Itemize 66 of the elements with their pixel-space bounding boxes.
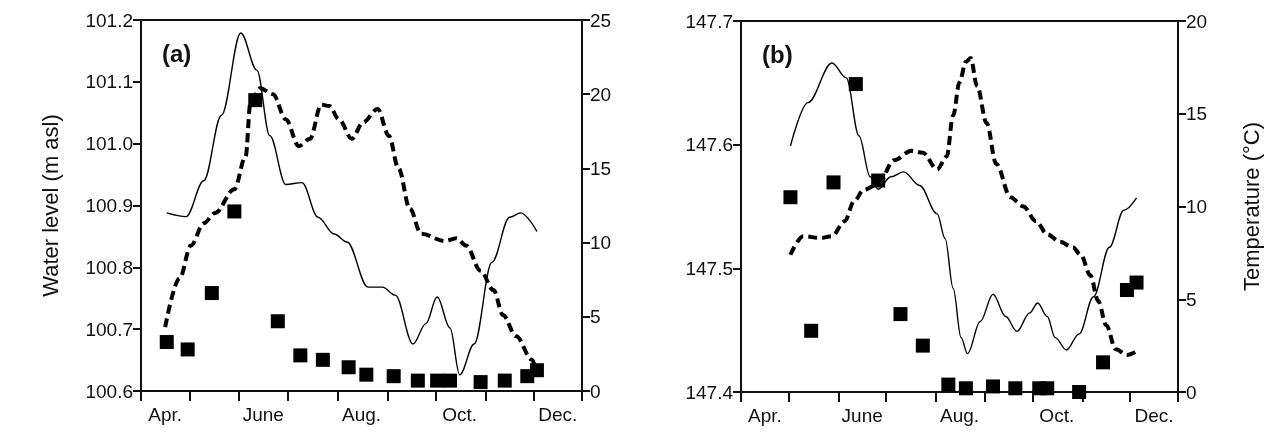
point [1040,381,1055,396]
point [958,381,973,396]
point [227,204,242,219]
x-tick-label: Apr. [148,404,183,425]
x-tick-label: June [841,405,883,426]
point [473,375,488,390]
x-tick-label: Aug. [939,405,980,426]
y-tick-label: 100.6 [85,380,133,402]
point [1008,381,1023,396]
y2-tick-label: 10 [590,232,612,254]
y2-tick-label: 15 [1186,103,1208,125]
y-tick-label: 101.2 [85,9,133,31]
point [430,373,445,388]
point [386,369,401,384]
x-tick-label: Oct. [1039,405,1075,426]
point [410,373,425,388]
point [848,77,863,92]
y-tick-label: 100.8 [85,256,133,278]
point [443,373,458,388]
y2-tick-label: 0 [590,380,601,402]
text: (a) [162,39,192,67]
x-tick-label: Aug. [341,404,382,425]
y2-tick-label: 20 [590,83,612,105]
y-tick-label: 147.4 [685,381,734,403]
point [915,338,930,353]
point [204,286,219,301]
x-tick-label: June [242,404,284,425]
y2-tick-label: 5 [1186,288,1197,310]
point [159,335,174,350]
y2-tick-label: 5 [590,306,601,328]
point [293,348,308,363]
text: (b) [762,40,793,68]
point [529,363,544,378]
point [1096,355,1111,370]
point [341,360,356,375]
x-tick-label: Apr. [748,405,782,426]
x-tick-label: Dec. [1134,405,1174,426]
point [180,342,195,357]
x-tick-label: Oct. [442,404,478,425]
y-tick-label: 100.9 [85,195,133,216]
point [1129,275,1144,290]
point [270,314,285,329]
y2-tick-label: 20 [1186,10,1208,32]
point [941,377,956,392]
point [1072,385,1087,399]
y-axis-title: Water level (m asl) [37,114,63,297]
y2-tick-label: 25 [590,9,612,31]
y-tick-label: 147.6 [685,134,733,156]
y2-axis-title: Temperature (°C) [1238,122,1264,291]
point [783,190,798,205]
y-tick-label: 147.5 [685,257,733,279]
y-tick-label: 147.7 [685,10,733,32]
y2-tick-label: 15 [590,157,612,179]
point [893,307,908,322]
y-tick-label: 100.7 [85,318,133,340]
y2-tick-label: 10 [1186,196,1208,217]
point [359,367,374,382]
point [985,379,1000,394]
y2-tick-label: 0 [1186,381,1197,403]
x-tick-label: Dec. [538,404,578,425]
point [826,175,841,190]
y-tick-label: 101.0 [85,133,133,155]
point [315,352,330,367]
point [497,373,512,388]
point [804,323,819,338]
y-tick-label: 101.1 [85,71,133,93]
